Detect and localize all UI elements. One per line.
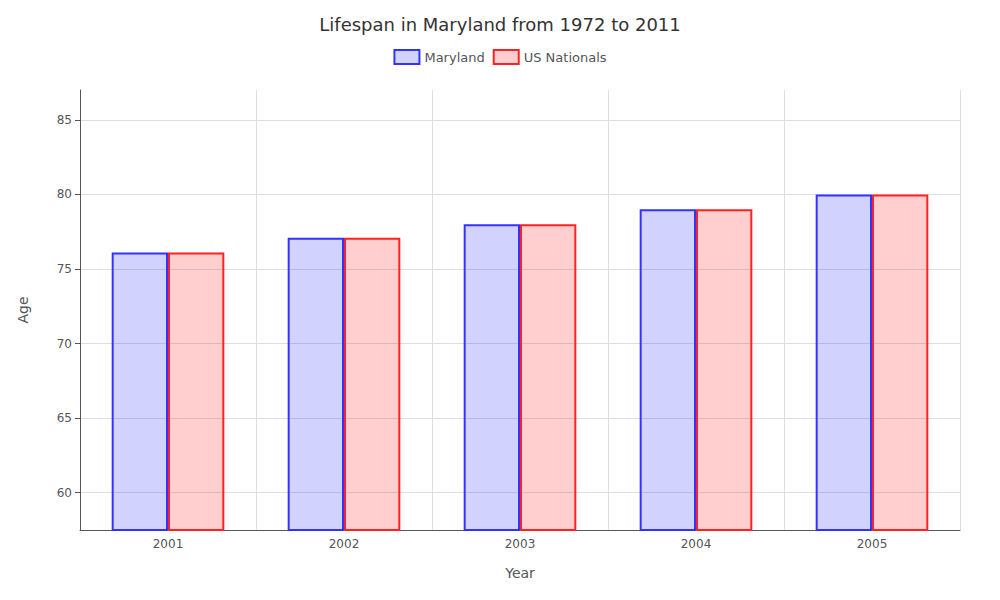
svg-text:2004: 2004 (681, 537, 712, 551)
svg-text:65: 65 (57, 411, 72, 425)
svg-text:80: 80 (57, 187, 72, 201)
svg-text:2005: 2005 (857, 537, 888, 551)
svg-text:Lifespan in Maryland from 1972: Lifespan in Maryland from 1972 to 2011 (319, 14, 680, 35)
svg-text:Maryland: Maryland (424, 50, 484, 65)
svg-text:2002: 2002 (329, 537, 360, 551)
svg-text:70: 70 (57, 337, 72, 351)
svg-text:Year: Year (504, 565, 535, 581)
svg-text:2003: 2003 (505, 537, 536, 551)
svg-text:75: 75 (57, 262, 72, 276)
svg-text:85: 85 (57, 113, 72, 127)
svg-text:US Nationals: US Nationals (524, 50, 607, 65)
svg-text:Age: Age (15, 296, 31, 323)
svg-text:2001: 2001 (153, 537, 184, 551)
svg-text:60: 60 (57, 486, 72, 500)
